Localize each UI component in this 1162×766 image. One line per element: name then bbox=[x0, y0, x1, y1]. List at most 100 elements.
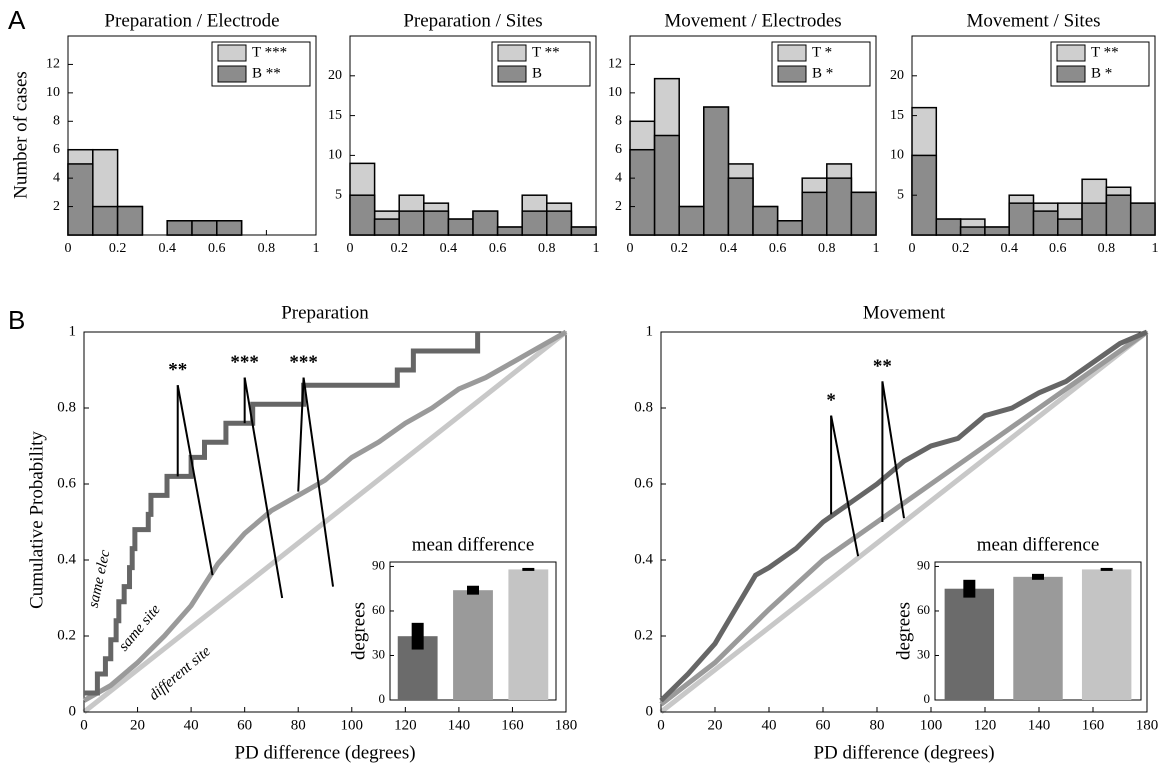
legend-swatch bbox=[777, 44, 807, 62]
x-tick-label: 40 bbox=[184, 717, 199, 733]
x-tick-label: 1 bbox=[593, 241, 600, 256]
x-tick-label: 0 bbox=[627, 241, 634, 256]
cumulative-line bbox=[82, 329, 568, 703]
y-tick-label: 0.2 bbox=[57, 627, 76, 643]
error-bar bbox=[467, 585, 479, 595]
y-tick-label: 30 bbox=[917, 646, 930, 661]
y-tick-label: 5 bbox=[897, 187, 904, 202]
x-tick-label: 180 bbox=[1136, 717, 1159, 733]
histogram-bar bbox=[703, 106, 730, 236]
histogram-bar bbox=[653, 134, 680, 236]
histogram-bar bbox=[1008, 202, 1035, 236]
y-tick-label: 0.4 bbox=[57, 551, 76, 567]
y-tick-label: 0.8 bbox=[634, 399, 653, 415]
y-tick-label: 12 bbox=[46, 57, 60, 72]
legend-label: T * bbox=[812, 44, 832, 60]
y-tick-label: 0.2 bbox=[634, 627, 653, 643]
histogram-bar bbox=[776, 220, 803, 236]
x-tick-label: 1 bbox=[313, 241, 320, 256]
chart-title: Movement bbox=[863, 302, 946, 323]
plot-frame bbox=[660, 331, 1148, 713]
x-tick-label: 160 bbox=[1082, 717, 1105, 733]
histogram-bar bbox=[216, 220, 243, 236]
y-tick-label: 90 bbox=[917, 557, 930, 572]
x-tick-label: 140 bbox=[1028, 717, 1051, 733]
legend-swatch bbox=[497, 65, 527, 83]
histogram-bar bbox=[423, 210, 450, 236]
x-tick-label: 0.2 bbox=[390, 241, 408, 256]
significance-label: ** bbox=[168, 360, 187, 381]
x-tick-label: 0.6 bbox=[208, 241, 226, 256]
x-tick-label: 1 bbox=[1152, 241, 1159, 256]
y-tick-label: 10 bbox=[46, 85, 60, 100]
x-tick-label: 0.8 bbox=[818, 241, 836, 256]
histogram-bar bbox=[850, 191, 877, 236]
x-tick-label: 0.2 bbox=[109, 241, 127, 256]
bar bbox=[453, 590, 493, 700]
histogram-bar bbox=[116, 205, 144, 236]
y-tick-label: 0.4 bbox=[634, 551, 653, 567]
x-tick-label: 0.8 bbox=[1098, 241, 1116, 256]
x-tick-label: 0 bbox=[65, 241, 72, 256]
y-tick-label: 0 bbox=[379, 691, 386, 706]
annotation-line bbox=[302, 377, 335, 587]
histogram-bar bbox=[984, 226, 1010, 236]
error-bar bbox=[411, 622, 424, 650]
legend-label: B ** bbox=[252, 65, 281, 81]
x-tick-label: 80 bbox=[870, 717, 885, 733]
plot-frame bbox=[629, 35, 877, 236]
x-tick-label: 0.4 bbox=[720, 241, 738, 256]
plot-frame bbox=[83, 331, 567, 713]
y-tick-label: 60 bbox=[372, 602, 385, 617]
y-tick-label: 0.8 bbox=[57, 399, 76, 415]
annotation-line bbox=[881, 381, 905, 519]
histogram-bar bbox=[1032, 210, 1059, 236]
histogram-bar bbox=[67, 163, 94, 236]
histogram-bar bbox=[826, 177, 853, 236]
y-tick-label: 6 bbox=[53, 142, 60, 157]
error-bar bbox=[963, 579, 976, 598]
cumulative-line bbox=[659, 329, 1148, 703]
legend-label: B * bbox=[812, 65, 833, 81]
histogram-bar bbox=[678, 205, 705, 236]
error-bar bbox=[522, 567, 535, 571]
y-tick-label: 20 bbox=[890, 68, 904, 83]
x-tick-label: 100 bbox=[920, 717, 943, 733]
inset-title: mean difference bbox=[412, 534, 535, 555]
plot-frame bbox=[349, 35, 597, 236]
cumulative-line bbox=[82, 330, 568, 714]
y-axis-label: Cumulative Probability bbox=[26, 431, 47, 609]
x-tick-label: 0.8 bbox=[538, 241, 556, 256]
x-tick-label: 0.6 bbox=[769, 241, 787, 256]
inset-y-label: degrees bbox=[893, 602, 914, 660]
histogram-bar bbox=[349, 194, 376, 236]
x-tick-label: 140 bbox=[448, 717, 471, 733]
annotation-line bbox=[830, 415, 860, 557]
plot-frame bbox=[911, 35, 1156, 236]
histogram-bar bbox=[935, 218, 962, 236]
bar bbox=[944, 588, 995, 700]
x-tick-label: 0.4 bbox=[1000, 241, 1018, 256]
x-tick-label: 100 bbox=[341, 717, 364, 733]
legend-swatch bbox=[1056, 65, 1086, 83]
y-tick-label: 0.6 bbox=[57, 475, 76, 491]
histogram-bar bbox=[1105, 194, 1132, 236]
histogram-bar bbox=[959, 226, 986, 236]
annotation-line bbox=[243, 377, 284, 599]
x-tick-label: 20 bbox=[708, 717, 723, 733]
y-tick-label: 30 bbox=[372, 646, 385, 661]
x-tick-label: 180 bbox=[555, 717, 578, 733]
x-tick-label: 40 bbox=[762, 717, 777, 733]
x-tick-label: 0.6 bbox=[1049, 241, 1067, 256]
histogram-bar bbox=[546, 210, 573, 236]
panel-label: A bbox=[8, 5, 26, 35]
legend-label: B * bbox=[1091, 65, 1112, 81]
legend-swatch bbox=[217, 44, 247, 62]
x-tick-label: 120 bbox=[394, 717, 417, 733]
x-tick-label: 80 bbox=[291, 717, 306, 733]
y-tick-label: 8 bbox=[53, 114, 60, 129]
histogram-bar bbox=[373, 218, 400, 236]
chart-title: Movement / Sites bbox=[966, 10, 1100, 31]
y-tick-label: 0 bbox=[646, 703, 654, 719]
